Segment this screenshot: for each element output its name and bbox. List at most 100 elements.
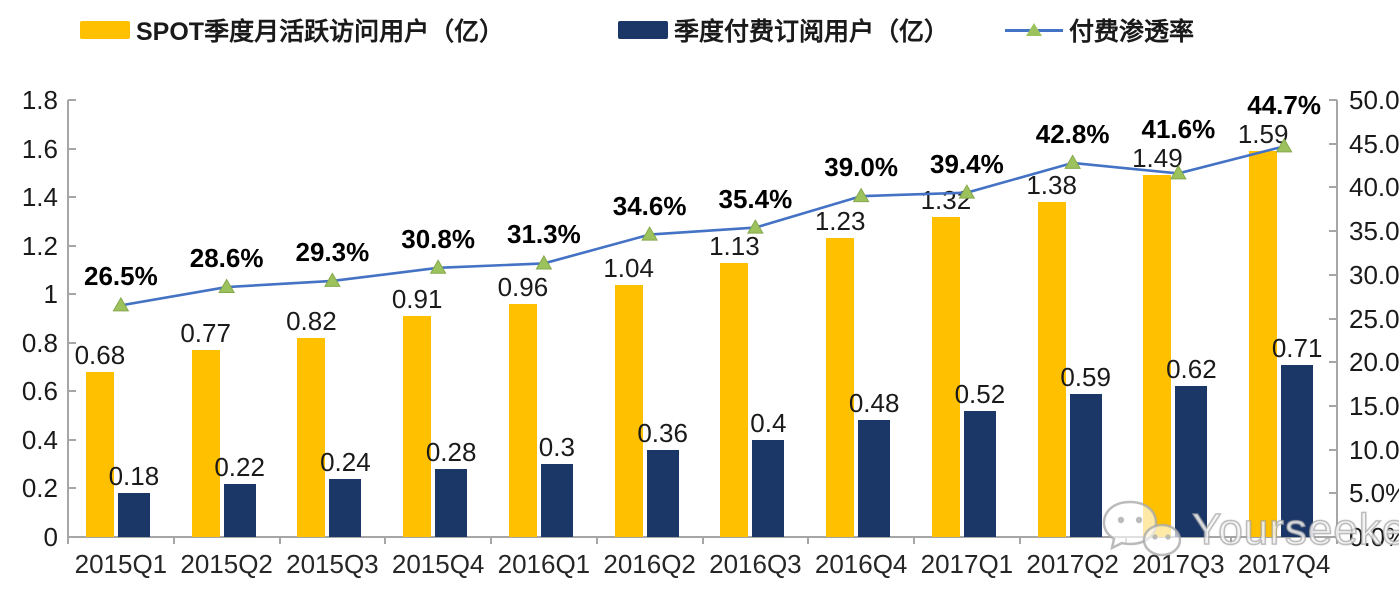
- line-marker: [324, 272, 341, 287]
- x-tick-label: 2017Q3: [1132, 549, 1225, 579]
- bar-value-label-subs: 0.24: [320, 446, 371, 477]
- line-marker: [1064, 154, 1081, 169]
- y-axis-label-right: 10.0%: [1349, 434, 1399, 465]
- y-axis-label-right: 45.0%: [1349, 128, 1399, 159]
- bar-mau: [403, 316, 432, 537]
- y-axis-left-tick: [68, 438, 76, 441]
- bar-value-label-subs: 0.48: [848, 388, 900, 419]
- x-axis-tick: [384, 537, 387, 544]
- y-axis-label-left: 1.4: [21, 182, 58, 213]
- line-marker: [641, 226, 658, 241]
- bar-subs: [540, 464, 573, 537]
- bar-subs: [1281, 364, 1314, 537]
- y-axis-left-spine: [67, 100, 69, 537]
- y-axis-label-right: 40.0%: [1349, 172, 1399, 203]
- y-axis-right-tick: [1329, 142, 1337, 145]
- y-axis-label-right: 5.0%: [1349, 478, 1399, 509]
- x-tick-label: 2015Q4: [391, 549, 485, 579]
- bar-value-label-mau: 1.59: [1237, 118, 1289, 149]
- bar-mau: [1249, 150, 1278, 537]
- x-tick-label: 2017Q2: [1026, 549, 1119, 579]
- line-marker: [112, 296, 130, 312]
- bar-value-label-subs: 0.36: [637, 417, 688, 448]
- y-axis-right-tick: [1329, 448, 1337, 451]
- legend-item-subs: 季度付费订阅用户（亿）: [618, 14, 949, 46]
- bar-subs: [963, 410, 996, 537]
- y-axis-label-left: 0.2: [21, 473, 58, 504]
- x-axis-tick: [807, 537, 810, 544]
- bar-value-label-mau: 1.32: [920, 184, 972, 215]
- x-axis-tick: [701, 537, 704, 544]
- x-tick-label: 2016Q1: [497, 549, 591, 579]
- y-axis-left-tick: [68, 147, 76, 150]
- penetration-line: [112, 137, 1293, 312]
- y-axis-right-tick: [1329, 404, 1337, 407]
- x-tick-label: 2015Q1: [74, 549, 168, 579]
- bar-value-label-mau: 1.23: [814, 206, 866, 237]
- x-tick-label: 2017Q1: [920, 549, 1014, 579]
- bar-value-label-mau: 1.49: [1132, 143, 1183, 174]
- y-axis-right-spine: [1336, 100, 1338, 537]
- y-axis-left-tick: [68, 196, 76, 199]
- bar-mau: [191, 350, 220, 537]
- line-marker: [218, 278, 235, 294]
- mau-legend-label: SPOT季度月活跃访问用户（亿）: [136, 18, 505, 46]
- bar-mau: [85, 371, 114, 537]
- x-tick-label: 2015Q3: [286, 549, 379, 579]
- y-axis-label-left: 1: [43, 279, 58, 310]
- bar-value-label-mau: 1.38: [1026, 169, 1077, 200]
- y-axis-label-left: 0.4: [21, 424, 58, 455]
- wechat-icon: [1102, 500, 1182, 557]
- y-axis-label-right: 30.0%: [1349, 259, 1399, 290]
- bar-value-label-mau: 0.77: [180, 318, 231, 349]
- penetration-label: 30.8%: [401, 223, 475, 254]
- penetration-label: 39.4%: [930, 148, 1004, 179]
- bar-subs: [329, 478, 362, 537]
- y-axis-left-tick: [68, 244, 76, 247]
- y-axis-label-right: 35.0%: [1349, 216, 1399, 247]
- y-axis-right-tick: [1329, 186, 1337, 189]
- x-axis-tick: [1018, 537, 1021, 544]
- y-axis-label-left: 1.8: [21, 85, 58, 115]
- penetration-label: 31.3%: [507, 219, 581, 250]
- bar-mau: [931, 216, 960, 537]
- x-tick-label: 2017Q4: [1237, 549, 1331, 579]
- mau-legend-swatch: [80, 21, 130, 39]
- bar-value-label-mau: 1.13: [709, 230, 760, 261]
- bar-value-label-subs: 0.71: [1271, 332, 1323, 363]
- bar-value-label-mau: 0.82: [286, 305, 337, 336]
- plot-area: 0 0.2 0.4 0.6 0.8 1 1.2 1.4 1.6 1.8 0.0% 5.0% 10.0% 1…: [22, 87, 1399, 577]
- bar-value-label-subs: 0.18: [108, 461, 160, 492]
- bar-mau: [826, 238, 855, 537]
- bar-value-label-subs: 0.4: [750, 407, 787, 438]
- x-axis-tick: [490, 537, 492, 544]
- x-tick-label: 2016Q3: [709, 549, 802, 579]
- x-axis-tick: [67, 537, 69, 544]
- bar-subs: [117, 493, 150, 537]
- bar-value-label-mau: 0.96: [497, 271, 549, 302]
- y-axis-left-tick: [68, 390, 76, 393]
- penetration-label: 39.0%: [824, 152, 898, 183]
- line-marker: [747, 219, 764, 234]
- x-tick-label: 2015Q2: [180, 549, 273, 579]
- x-axis-tick: [1230, 537, 1233, 544]
- bar-mau: [720, 262, 749, 537]
- penetration-label: 41.6%: [1141, 114, 1216, 145]
- x-axis-tick: [1336, 537, 1338, 544]
- line-marker: [429, 259, 447, 274]
- bar-mau: [297, 337, 326, 537]
- bar-subs: [435, 469, 468, 537]
- x-axis-tick: [913, 537, 915, 544]
- line-marker: [535, 254, 553, 270]
- bar-subs: [752, 439, 785, 537]
- penetration-label: 26.5%: [84, 261, 158, 292]
- y-axis-right-tick: [1329, 99, 1337, 101]
- bar-subs: [1175, 386, 1208, 537]
- y-axis-left-tick: [68, 341, 76, 344]
- bar-subs: [646, 449, 679, 537]
- penetration-legend-marker: [1005, 21, 1063, 39]
- bar-value-label-subs: 0.3: [538, 432, 575, 463]
- y-axis-right-tick: [1329, 230, 1337, 233]
- y-axis-left-tick: [68, 487, 76, 490]
- bar-value-label-mau: 0.68: [74, 339, 126, 370]
